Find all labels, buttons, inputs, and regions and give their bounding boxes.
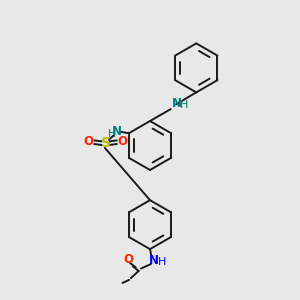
Text: N: N	[172, 97, 182, 110]
Text: N: N	[112, 125, 122, 138]
Text: H: H	[108, 129, 116, 139]
Text: O: O	[118, 135, 128, 148]
Text: S: S	[100, 136, 110, 150]
Text: N: N	[149, 254, 159, 267]
Text: H: H	[180, 100, 189, 110]
Text: H: H	[158, 257, 166, 267]
Text: O: O	[83, 135, 93, 148]
Text: O: O	[123, 254, 133, 266]
